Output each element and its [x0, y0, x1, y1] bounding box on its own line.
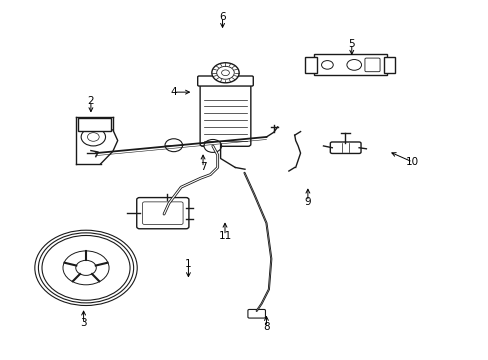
FancyBboxPatch shape: [78, 118, 111, 131]
Text: 2: 2: [87, 96, 94, 106]
Circle shape: [216, 66, 234, 79]
Text: 1: 1: [185, 259, 191, 269]
Text: 8: 8: [263, 322, 269, 332]
Text: 6: 6: [219, 12, 225, 22]
Text: 3: 3: [80, 319, 87, 328]
FancyBboxPatch shape: [383, 57, 394, 73]
Text: 10: 10: [406, 157, 418, 167]
Circle shape: [87, 133, 99, 141]
Text: 9: 9: [304, 197, 310, 207]
Circle shape: [211, 63, 239, 83]
Circle shape: [221, 70, 229, 76]
FancyBboxPatch shape: [305, 57, 317, 73]
FancyBboxPatch shape: [247, 310, 265, 318]
Circle shape: [39, 233, 133, 303]
Text: 11: 11: [218, 231, 231, 240]
FancyBboxPatch shape: [313, 54, 386, 75]
Circle shape: [35, 230, 137, 306]
Text: 4: 4: [170, 87, 177, 97]
FancyBboxPatch shape: [364, 58, 379, 72]
Circle shape: [42, 235, 130, 300]
Text: 5: 5: [348, 39, 354, 49]
Circle shape: [164, 139, 182, 152]
FancyBboxPatch shape: [137, 198, 188, 229]
Circle shape: [203, 139, 221, 152]
Text: 7: 7: [199, 162, 206, 172]
Circle shape: [63, 251, 109, 285]
FancyBboxPatch shape: [197, 76, 253, 86]
FancyBboxPatch shape: [142, 202, 183, 225]
FancyBboxPatch shape: [200, 79, 250, 146]
Circle shape: [321, 60, 332, 69]
Circle shape: [76, 260, 96, 275]
Circle shape: [346, 59, 361, 70]
Circle shape: [81, 128, 105, 146]
FancyBboxPatch shape: [330, 142, 360, 153]
